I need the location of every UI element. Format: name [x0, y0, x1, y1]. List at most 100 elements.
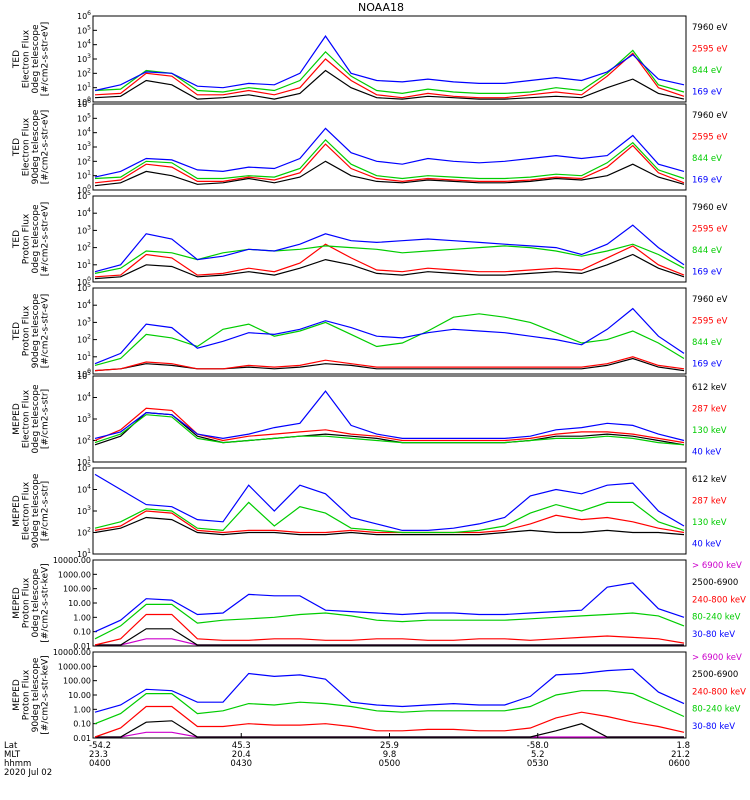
x-tick-label: 25.9	[380, 741, 399, 751]
y-tick-label: 10.00	[68, 691, 91, 700]
y-tick-label: 106	[77, 10, 91, 21]
y-axis-label: TEDProton Flux90deg telescope[#/cm2-s-st…	[12, 293, 51, 368]
y-axis-label-line: [#/cm2-s-str]	[40, 481, 50, 541]
series-line	[94, 243, 685, 274]
legend-entry: 844 eV	[692, 246, 722, 256]
y-axis-label: TEDProton Flux0deg telescope[#/cm2-s-str…	[12, 202, 51, 277]
y-tick-label: 102	[77, 527, 91, 538]
y-tick-label: 106	[77, 98, 91, 109]
x-tick-label: 1.8	[676, 741, 690, 751]
y-tick-label: 104	[77, 392, 91, 403]
y-axis-label: TEDElectron Flux90deg telescope[#/cm2-s-…	[12, 109, 51, 184]
y-axis-label-line: Electron Flux	[21, 481, 31, 540]
y-axis-label-line: 90deg telescope	[31, 657, 41, 732]
series-line	[94, 52, 685, 99]
legend-entry: 80-240 keV	[692, 613, 741, 623]
legend-entry: 240-800 keV	[692, 595, 746, 605]
legend-entry: 2595 eV	[692, 45, 728, 55]
y-tick-label: 104	[77, 484, 91, 495]
y-tick-label: 105	[77, 190, 91, 201]
x-tick-label: 20.4	[232, 750, 251, 760]
y-tick-label: 103	[77, 505, 91, 516]
y-tick-label: 104	[77, 207, 91, 218]
y-tick-label: 105	[77, 370, 91, 381]
y-axis-label-line: [#/cm2-s-str-eV]	[40, 22, 50, 97]
y-tick-label: 0.10	[73, 720, 91, 729]
y-axis-label-line: 0deg telescope	[31, 568, 41, 638]
x-tick-label: 45.3	[232, 741, 251, 751]
legend-entry: 2595 eV	[692, 133, 728, 143]
legend-entry: 2595 eV	[692, 225, 728, 235]
y-axis-label-line: TED	[12, 50, 22, 69]
y-axis-label-line: Proton Flux	[21, 305, 31, 356]
y-axis-label-line: MEPED	[12, 495, 22, 527]
y-axis-label-line: 0deg telescope	[31, 204, 41, 274]
y-axis-label-line: Proton Flux	[21, 213, 31, 264]
x-tick-label: 5.2	[531, 750, 545, 760]
y-tick-label: 10000.00	[53, 556, 91, 565]
y-tick-label: 104	[77, 39, 91, 50]
y-tick-label: 1000.00	[58, 570, 91, 579]
legend-entry: 844 eV	[692, 338, 722, 348]
y-tick-label: 105	[77, 112, 91, 123]
panel-4: 105 104 103 102 101 100 TEDProton Flux90deg te…	[12, 282, 728, 379]
y-axis-label: TEDElectron Flux0deg telescope[#/cm2-s-s…	[12, 22, 51, 97]
series-line	[94, 501, 685, 534]
y-tick-label: 1.00	[73, 613, 91, 622]
x-tick-label: 21.2	[671, 750, 690, 760]
series-line	[94, 35, 685, 92]
y-axis-label-line: [#/cm2-s-str-keV]	[40, 563, 50, 642]
series-line	[94, 668, 685, 713]
y-tick-label: 101	[77, 82, 91, 93]
y-axis-label-line: TED	[12, 230, 22, 249]
y-tick-label: 101	[77, 170, 91, 181]
series-line	[94, 357, 685, 372]
y-tick-label: 0.01	[73, 642, 91, 651]
y-axis-label-line: MEPED	[12, 679, 22, 711]
legend-entry: 40 keV	[692, 540, 721, 550]
legend-entry: 2595 eV	[692, 317, 728, 327]
series-line	[94, 473, 685, 531]
y-axis-label-line: Proton Flux	[21, 577, 31, 628]
y-tick-label: 100.00	[63, 677, 91, 686]
x-tick-label: 23.3	[89, 750, 108, 760]
series-line	[94, 160, 685, 187]
y-tick-label: 100	[77, 184, 91, 195]
y-tick-label: 103	[77, 53, 91, 64]
panel-3: 105 104 103 102 101 100 TEDProton Flux0deg tel…	[12, 190, 728, 287]
x-tick-label: 0500	[379, 759, 401, 769]
panel-frame	[92, 559, 687, 647]
y-tick-label: 103	[77, 141, 91, 152]
panel-5: 105 104 103 102 101 MEPEDElectron Flux0deg te…	[12, 370, 727, 467]
panel-7: 10000.00 1000.00 100.00 10.00 1.00 0.10 0.01 ME…	[12, 556, 746, 651]
y-tick-label: 1.00	[73, 705, 91, 714]
legend-entry: 30-80 keV	[692, 630, 735, 640]
legend-entry: 2500-6900	[692, 670, 738, 680]
panel-frame	[92, 195, 687, 283]
legend-entry: 169 eV	[692, 88, 722, 98]
y-axis-label-line: Electron Flux	[21, 29, 31, 88]
y-tick-label: 102	[77, 435, 91, 446]
panel-frame	[92, 15, 687, 103]
panel-6: 105 104 103 102 101 MEPEDElectron Flux90deg t…	[12, 462, 727, 559]
y-axis-label-line: Electron Flux	[21, 389, 31, 448]
series-line	[94, 414, 685, 446]
y-axis-label-line: MEPED	[12, 403, 22, 435]
legend-entry: 169 eV	[692, 176, 722, 186]
y-axis-label-line: [#/cm2-s-str-eV]	[40, 294, 50, 369]
y-axis-label: MEPEDProton Flux90deg telescope[#/cm2-s-…	[12, 655, 51, 734]
legend-entry: 40 keV	[692, 448, 721, 458]
series-line	[94, 690, 685, 725]
y-tick-label: 105	[77, 462, 91, 473]
y-tick-label: 105	[77, 24, 91, 35]
y-axis-label: MEPEDElectron Flux0deg telescope[#/cm2-s…	[12, 384, 51, 454]
x-tick-label: 0600	[668, 759, 690, 769]
x-tick-label: 9.8	[383, 750, 397, 760]
y-tick-label: 102	[77, 155, 91, 166]
series-line	[94, 49, 685, 95]
series-line	[94, 603, 685, 640]
series-line	[95, 628, 684, 646]
